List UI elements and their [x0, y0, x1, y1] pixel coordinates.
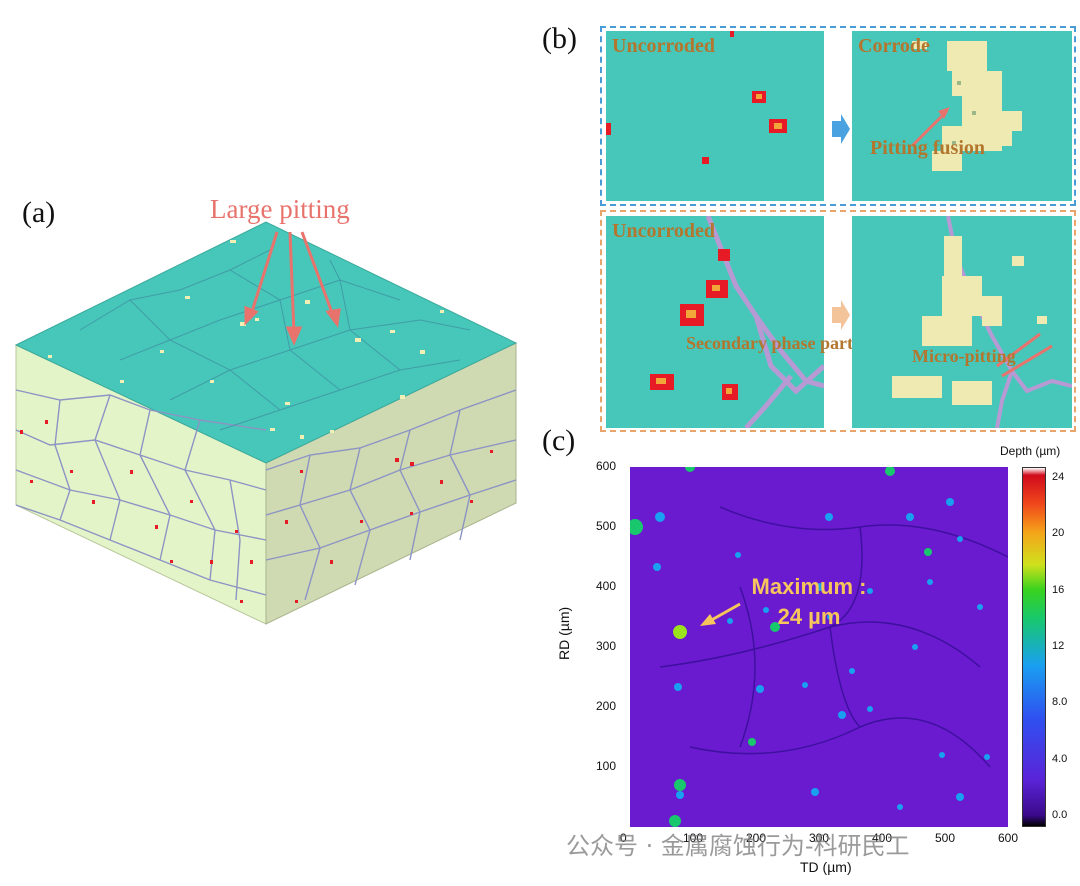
- corroded-map-top: [852, 31, 1072, 201]
- top-surface-pits: [48, 240, 444, 439]
- grain-boundaries-left: [15, 389, 267, 601]
- y-tick-label: 100: [596, 759, 617, 773]
- pit-mark: [674, 683, 682, 691]
- panel-b-top-frame: [600, 26, 1076, 206]
- colorbar-tick-label: 16: [1052, 583, 1065, 596]
- corroded-map-bottom: [852, 216, 1072, 428]
- pit-mark: [825, 513, 833, 521]
- x-tick-label: 400: [872, 831, 893, 845]
- pit-mark: [912, 644, 918, 650]
- maximum-annotation-line1: Maximum :: [751, 574, 867, 599]
- pit-mark: [977, 604, 983, 610]
- uncorroded-map-top: [606, 31, 824, 201]
- micro-pitting-label: Micro-pitting: [912, 346, 1016, 366]
- pit-mark: [838, 711, 846, 719]
- pit-mark: [802, 682, 808, 688]
- pit-mark: [897, 804, 903, 810]
- pit-mark: [811, 788, 819, 796]
- maximum-annotation-line2: 24 µm: [777, 604, 841, 629]
- pit-mark: [653, 563, 661, 571]
- transition-arrow-top: [832, 114, 850, 144]
- secondary-phase-particles: [20, 420, 493, 603]
- maximum-annotation: Maximum : 24 µm: [734, 572, 884, 632]
- y-tick-label: 500: [596, 519, 617, 533]
- pit-mark: [946, 498, 954, 506]
- pit-mark: [669, 815, 681, 827]
- colorbar-tick-label: 24: [1052, 471, 1065, 483]
- pit-mark: [939, 752, 945, 758]
- large-pitting-arrows: [244, 231, 341, 346]
- watermark-text: 公众号 · 金属腐蚀行为-科研民工: [566, 832, 910, 860]
- pit-mark: [885, 467, 895, 476]
- pitting-fusion-label: Pitting fusion: [870, 137, 986, 159]
- x-tick-label: 100: [683, 831, 704, 845]
- depth-colorbar: [1022, 467, 1046, 827]
- corrode-label: Corrode: [858, 35, 930, 57]
- uncorroded-label-bottom: Uncorroded: [612, 220, 715, 242]
- y-tick-label: 400: [596, 579, 617, 593]
- pit-mark: [957, 536, 963, 542]
- uncorroded-label-top: Uncorroded: [612, 35, 715, 57]
- maximum-arrow: [700, 602, 741, 626]
- pit-mark: [867, 706, 873, 712]
- pit-mark: [727, 618, 733, 624]
- colorbar-tick-label: 0.0: [1052, 809, 1068, 821]
- pit-mark: [756, 685, 764, 693]
- pit-mark: [763, 607, 769, 613]
- panel-a-letter: (a): [22, 196, 56, 229]
- pit-mark: [674, 779, 686, 791]
- x-tick-label: 300: [809, 831, 830, 845]
- pit-mark: [984, 754, 990, 760]
- x-tick-label: 500: [935, 831, 956, 845]
- x-tick-label: 0: [620, 831, 627, 845]
- maximum-depth-pit: [673, 625, 687, 639]
- pit-mark: [630, 519, 643, 535]
- block-top-face: [14, 221, 518, 464]
- panel-b-letter: (b): [542, 22, 577, 55]
- y-tick-label: 600: [596, 459, 617, 473]
- secondary-phase-particles-label: Secondary phase particles: [686, 333, 886, 353]
- pit-mark: [816, 583, 824, 591]
- y-tick-label: 300: [596, 639, 617, 653]
- pit-mark: [770, 622, 780, 632]
- uncorroded-map-bottom: [606, 216, 824, 428]
- panel-a-block-illustration: [14, 221, 518, 625]
- colorbar-tick-label: 20: [1052, 527, 1065, 540]
- pit-mark: [867, 588, 873, 594]
- colorbar-tick-label: 4.0: [1052, 752, 1068, 765]
- y-tick-label: 200: [596, 699, 617, 713]
- y-axis-title: RD (µm): [556, 606, 572, 660]
- pit-mark: [676, 791, 684, 799]
- pit-mark: [906, 513, 914, 521]
- pit-mark: [956, 793, 964, 801]
- pit-mark: [927, 579, 933, 585]
- transition-arrow-bottom: [832, 300, 850, 330]
- panel-c-letter: (c): [542, 424, 576, 457]
- x-tick-label: 200: [746, 831, 767, 845]
- pit-mark: [849, 668, 855, 674]
- x-axis-title: TD (µm): [800, 859, 852, 875]
- pit-mark: [655, 512, 665, 522]
- grain-boundaries-right: [265, 389, 517, 601]
- x-tick-label: 600: [998, 831, 1019, 845]
- heatmap-pits: [630, 467, 1008, 827]
- pit-mark: [735, 552, 741, 558]
- pit-mark: [685, 467, 695, 472]
- panel-b-bottom-frame: [600, 210, 1076, 432]
- large-pitting-label: Large pitting: [210, 194, 350, 224]
- colorbar-tick-label: 12: [1052, 640, 1065, 652]
- colorbar-tick-label: 8.0: [1052, 696, 1068, 709]
- pit-mark: [924, 548, 932, 556]
- pit-mark: [827, 614, 833, 620]
- pit-mark: [748, 738, 756, 746]
- colorbar-title: Depth (µm): [1000, 444, 1061, 458]
- depth-heatmap: [630, 467, 1008, 827]
